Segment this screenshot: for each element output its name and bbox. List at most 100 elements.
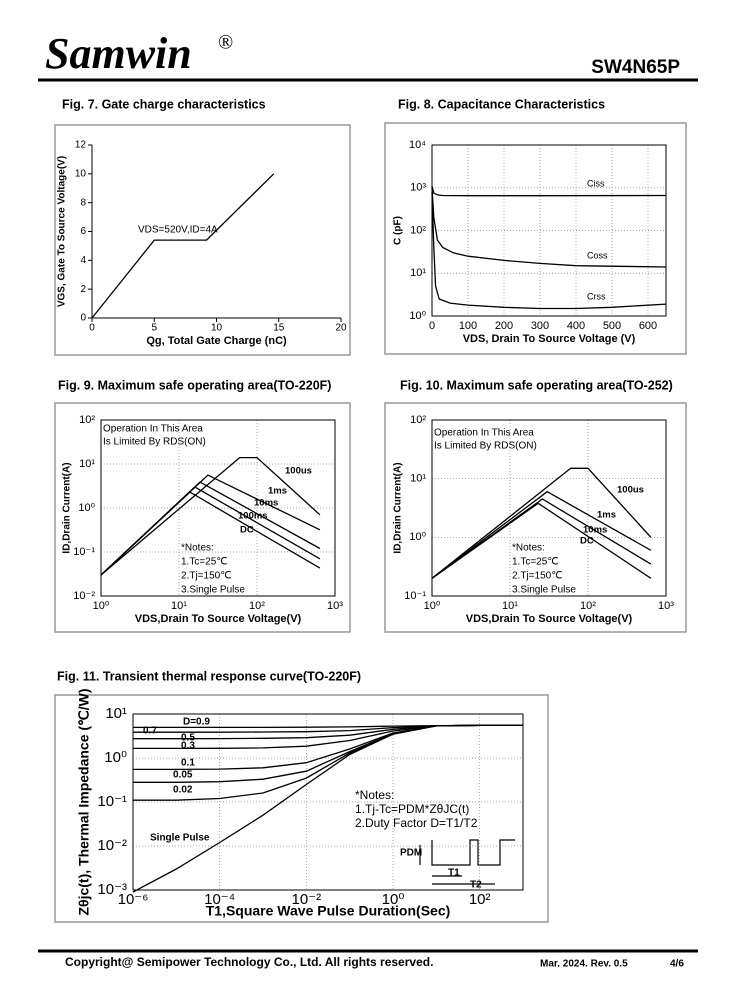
x-tick-label: 10¹ <box>171 600 187 612</box>
pulse-diagram <box>419 839 515 885</box>
y-tick-label: 10³ <box>410 182 426 194</box>
figure-frame <box>384 122 687 355</box>
y-tick-label: 10⁻¹ <box>73 546 95 558</box>
figure-frame <box>54 694 549 923</box>
x-tick-label: 15 <box>273 323 285 334</box>
y-tick-label: 6 <box>80 226 86 237</box>
figure-title: Fig. 7. Gate charge characteristics <box>62 97 266 111</box>
y-tick-label: 10⁴ <box>409 139 426 151</box>
x-tick-label: 10³ <box>327 600 343 612</box>
annotation: Is Limited By RDS(ON) <box>434 441 537 452</box>
series-label: 0.05 <box>173 770 193 781</box>
series-line <box>431 502 652 579</box>
y-tick-label: 10¹ <box>105 705 127 722</box>
x-tick-label: 10 <box>211 323 223 334</box>
x-tick-label: 10² <box>580 600 596 612</box>
series-label: Coss <box>587 250 608 260</box>
y-tick-label: 10⁰ <box>78 502 95 514</box>
series-label: 10ms <box>254 498 278 509</box>
annotation: T1 <box>448 868 460 879</box>
annotation: 2.Duty Factor D=T1/T2 <box>355 816 478 830</box>
figure-frame <box>54 124 351 356</box>
annotation: 1.Tj-Tc=PDM*ZθJC(t) <box>355 802 469 816</box>
series-line <box>431 490 652 579</box>
y-tick-label: 10⁰ <box>409 310 426 322</box>
series-label: 100us <box>285 466 312 477</box>
plot-frame <box>100 419 336 597</box>
x-tick-label: 5 <box>151 323 157 334</box>
figure-title: Fig. 11. Transient thermal response curv… <box>57 669 361 683</box>
x-axis-label: Qg, Total Gate Charge (nC) <box>146 335 287 347</box>
y-axis-label: C (pF) <box>393 216 404 245</box>
annotation: *Notes: <box>512 543 545 554</box>
y-tick-label: 2 <box>80 284 86 295</box>
series-label: 0.7 <box>143 726 157 737</box>
revision: Mar. 2024. Rev. 0.5 <box>540 959 628 970</box>
figure-title: Fig. 8. Capacitance Characteristics <box>398 97 605 111</box>
annotation: 1.Tc=25℃ <box>512 557 559 568</box>
y-axis-label: ID,Drain Current(A) <box>393 462 404 553</box>
x-tick-label: 10⁰ <box>424 600 441 612</box>
series-label: 0.02 <box>173 785 193 796</box>
y-tick-label: 10⁻² <box>73 590 95 602</box>
x-axis-label: VDS,Drain To Source Voltage(V) <box>135 613 302 625</box>
x-tick-label: 10² <box>469 891 491 908</box>
figure-frame <box>384 402 687 633</box>
y-tick-label: 10¹ <box>410 473 426 485</box>
series-label: 10ms <box>583 525 607 536</box>
y-tick-label: 10² <box>79 414 95 426</box>
series-line <box>100 491 321 576</box>
y-tick-label: 10⁻³ <box>97 881 127 898</box>
copyright: Copyright@ Semipower Technology Co., Ltd… <box>65 955 433 969</box>
x-tick-label: 10⁻² <box>292 891 322 908</box>
x-tick-label: 20 <box>335 323 347 334</box>
annotation: Is Limited By RDS(ON) <box>103 437 206 448</box>
y-tick-label: 10¹ <box>410 267 426 279</box>
annotation: Operation In This Area <box>434 428 534 439</box>
annotation: Operation In This Area <box>103 424 203 435</box>
x-tick-label: 10⁰ <box>93 600 110 612</box>
series-label: Single Pulse <box>150 833 210 844</box>
x-tick-label: 400 <box>567 320 585 332</box>
figure-frame <box>54 402 351 633</box>
series-label: Ciss <box>587 178 605 188</box>
brand: Samwin <box>45 29 192 78</box>
y-tick-label: 8 <box>80 197 86 208</box>
annotation: *Notes: <box>181 543 214 554</box>
series-line <box>431 191 667 310</box>
series-line <box>431 187 667 268</box>
series-label: Crss <box>587 291 606 301</box>
y-axis-label: VGS, Gate To Source Voltage(V) <box>57 156 68 307</box>
figure-title: Fig. 10. Maximum safe operating area(TO-… <box>400 378 673 392</box>
x-tick-label: 10⁰ <box>382 891 405 908</box>
x-tick-label: 10⁻⁴ <box>204 891 235 908</box>
x-tick-label: 600 <box>639 320 657 332</box>
y-axis-label: Zθjc(t), Thermal Impedance (℃/W) <box>76 688 92 915</box>
series-line <box>132 724 523 893</box>
y-tick-label: 10 <box>75 168 87 179</box>
y-tick-label: 10⁰ <box>409 531 426 543</box>
x-tick-label: 0 <box>89 323 95 334</box>
series-label: 100ms <box>238 511 268 522</box>
series-label: D=0.9 <box>183 717 210 728</box>
y-tick-label: 10² <box>410 224 426 236</box>
x-tick-label: 0 <box>429 320 435 332</box>
x-tick-label: 300 <box>531 320 549 332</box>
series-line <box>431 185 667 197</box>
plot-frame <box>431 144 667 317</box>
series-line <box>431 467 652 579</box>
x-tick-label: 100 <box>459 320 477 332</box>
part-number: SW4N65P <box>591 57 680 78</box>
x-axis-label: VDS,Drain To Source Voltage(V) <box>466 613 633 625</box>
x-axis-label: T1,Square Wave Pulse Duration(Sec) <box>206 903 451 919</box>
series-label: 1ms <box>268 486 287 497</box>
series-label: 0.5 <box>181 733 195 744</box>
series-line <box>91 173 275 319</box>
series-label: DC <box>580 536 594 547</box>
y-tick-label: 10⁰ <box>104 749 127 766</box>
y-tick-label: 0 <box>80 313 86 324</box>
annotation: PDM <box>400 848 422 859</box>
x-tick-label: 10² <box>249 600 265 612</box>
x-tick-label: 200 <box>495 320 513 332</box>
